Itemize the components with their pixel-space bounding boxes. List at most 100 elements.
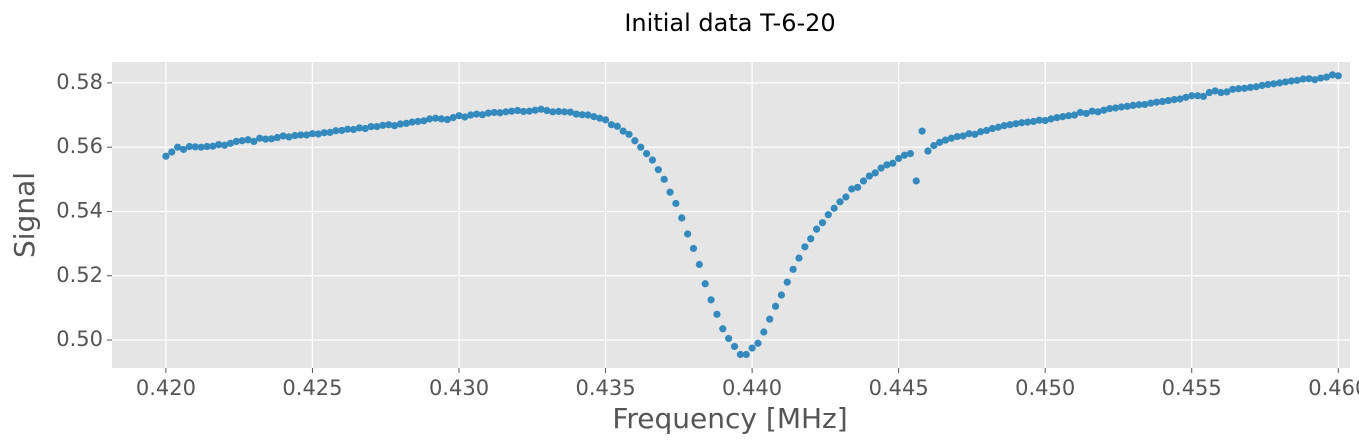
data-point [1246,83,1254,91]
x-tick-label: 0.420 [136,376,196,400]
data-point [1229,85,1237,93]
data-point [514,106,522,115]
data-point [1182,93,1190,101]
data-point [1070,111,1079,119]
data-point [1252,83,1260,91]
data-point [812,225,821,233]
data-point [572,110,580,118]
data-point [801,243,809,251]
data-point [965,130,973,138]
data-point [883,161,891,169]
data-point [695,260,703,269]
data-point [408,118,416,126]
data-point [1334,72,1342,80]
data-point [519,107,528,116]
data-point [473,110,481,118]
data-point [1018,119,1026,127]
data-point [660,175,668,183]
data-point [285,133,293,141]
data-point [361,124,369,133]
data-point [1129,101,1137,109]
data-point [1193,92,1202,100]
data-point [701,280,709,288]
data-point [1041,116,1049,125]
data-point [982,126,991,135]
data-point [261,135,270,143]
x-tick-label: 0.445 [869,376,929,400]
data-point [836,198,844,206]
data-point [326,128,334,136]
data-point [232,137,240,145]
data-point [373,123,381,131]
data-point [1094,108,1102,116]
data-point [889,159,897,167]
data-point [525,107,533,115]
data-point [1317,74,1325,82]
data-point [396,120,404,128]
data-point [1059,113,1067,121]
data-point [308,130,317,138]
x-tick-label: 0.450 [1015,376,1075,400]
data-point [502,108,510,116]
data-point [1199,92,1208,100]
data-point [1217,88,1225,97]
data-point [771,302,780,310]
data-point [601,116,610,124]
data-point [467,111,475,119]
data-point [642,150,651,158]
data-point [578,111,586,119]
data-point [414,117,422,126]
data-point [1305,75,1313,83]
data-point [824,211,832,219]
y-tick-label: 0.54 [56,198,103,222]
data-point [631,137,639,145]
data-point [936,138,944,146]
data-point [267,135,276,143]
data-point [174,143,182,151]
data-point [1082,109,1090,118]
data-point [1287,77,1295,85]
x-tick-label: 0.455 [1162,376,1222,400]
data-point [168,148,176,156]
data-point [1006,121,1014,129]
data-point [1152,98,1161,106]
data-point [179,145,188,154]
data-point [1135,101,1143,109]
data-point [461,113,469,121]
data-point [1035,116,1043,124]
data-point [297,131,305,139]
data-point [1088,107,1096,115]
data-point [566,108,574,116]
data-point [256,134,264,142]
data-point [1299,75,1307,83]
data-point [226,139,235,147]
y-tick-label: 0.56 [56,134,103,158]
data-point [402,119,410,127]
data-point [162,152,170,160]
data-point [1235,85,1243,93]
data-point [713,310,721,318]
data-point [988,124,997,133]
data-point [238,137,246,145]
data-point [596,114,604,122]
data-point [654,166,662,174]
y-tick-label: 0.50 [56,327,103,351]
data-point [496,109,504,117]
data-point [1211,87,1219,95]
data-point [279,132,287,140]
plot-area [112,62,1350,368]
data-point [349,125,358,134]
data-point [560,108,569,116]
y-axis-label: Signal [8,172,41,258]
data-point [918,127,926,135]
data-point [437,115,446,123]
y-tick-label: 0.58 [56,70,103,94]
data-point [1141,100,1149,109]
x-tick-label: 0.460 [1308,376,1359,400]
data-point [1029,117,1038,126]
data-point [959,132,967,140]
data-point [490,108,498,117]
data-point [367,123,375,131]
